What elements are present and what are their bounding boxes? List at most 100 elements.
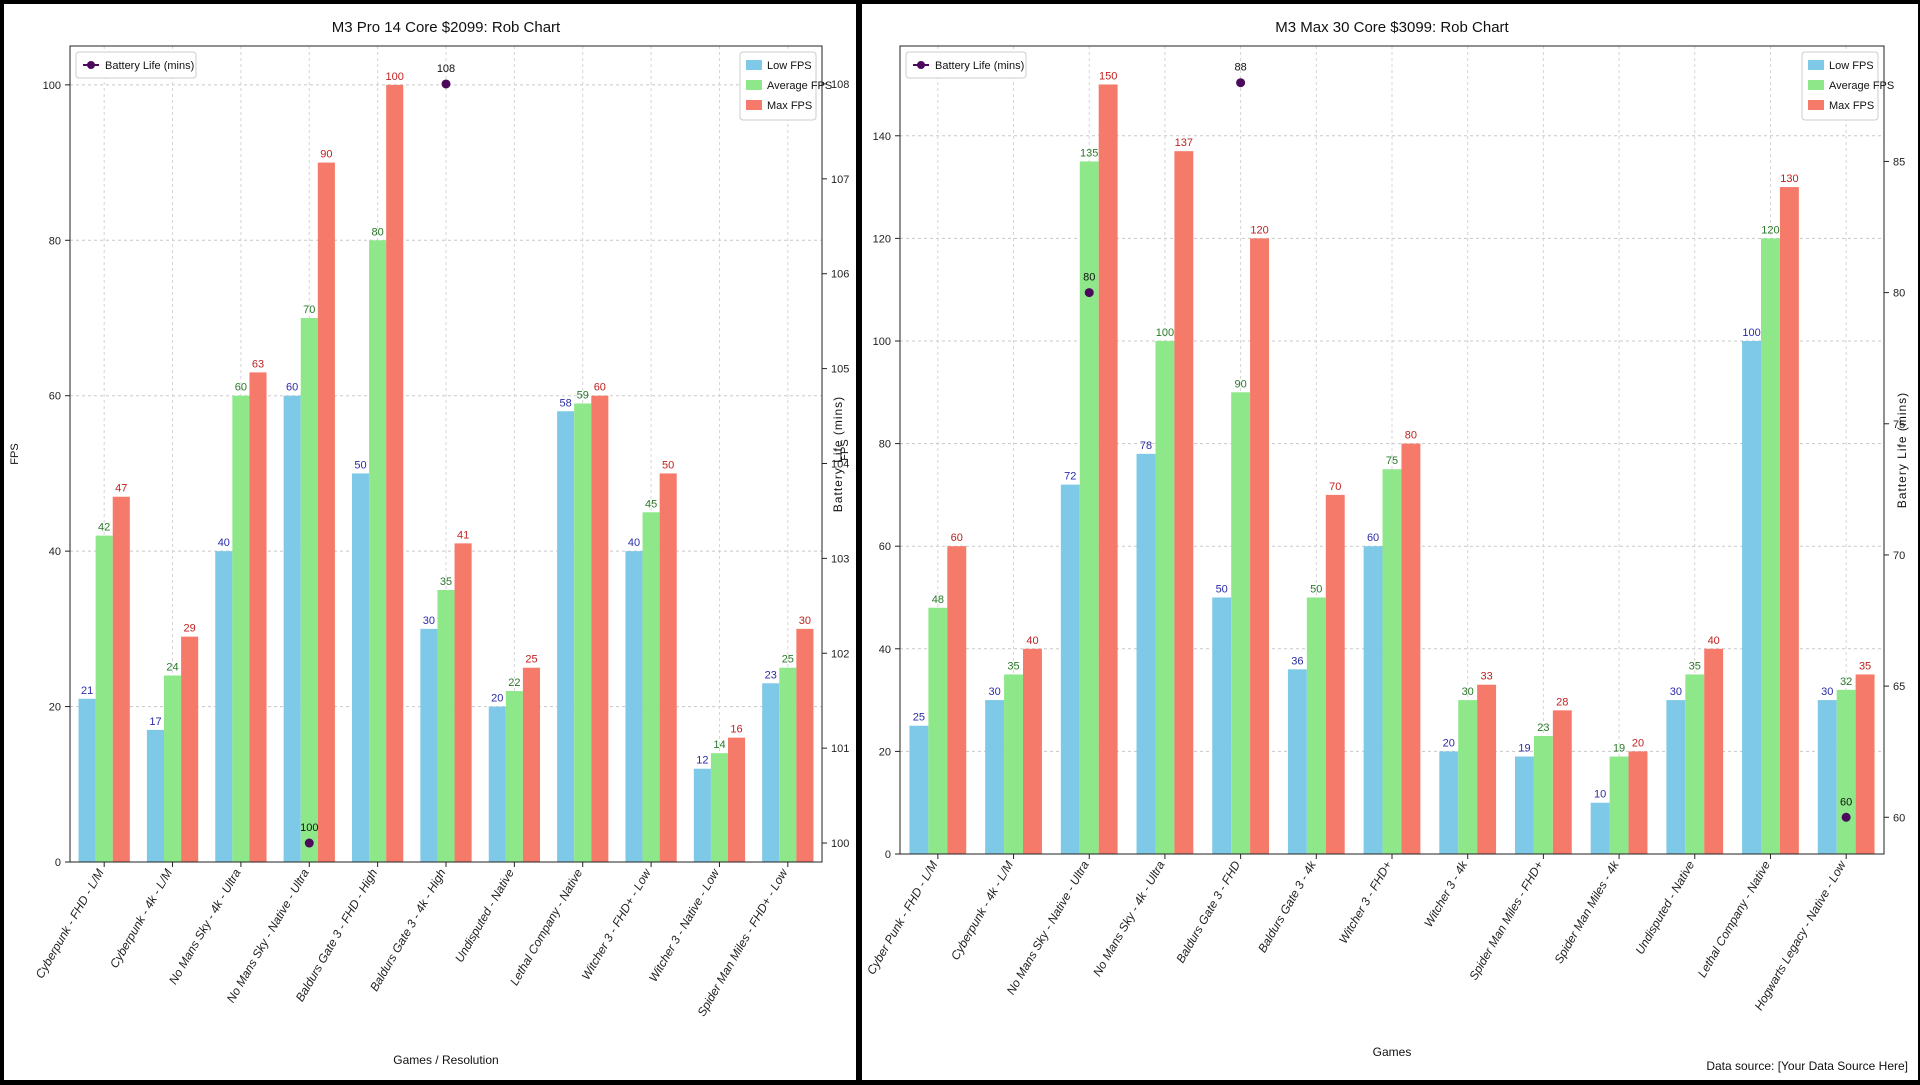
avg-fps-bar xyxy=(1685,674,1705,854)
max-fps-value-label: 28 xyxy=(1556,696,1568,708)
y-tick-label: 0 xyxy=(885,849,891,861)
y2-tick-label: 80 xyxy=(1893,288,1905,300)
legend-fps: Low FPS Average FPS Max FPS xyxy=(1801,51,1894,121)
avg-fps-bar xyxy=(300,318,318,862)
y-tick-label: 100 xyxy=(873,336,891,348)
low-fps-value-label: 60 xyxy=(1367,532,1379,544)
low-fps-value-label: 17 xyxy=(149,716,161,728)
max-fps-value-label: 41 xyxy=(457,529,469,541)
avg-fps-bar xyxy=(779,667,797,862)
max-fps-bar xyxy=(1401,443,1421,854)
low-fps-value-label: 50 xyxy=(354,459,366,471)
y-tick-label: 60 xyxy=(879,541,891,553)
avg-fps-value-label: 70 xyxy=(303,304,315,316)
max-fps-value-label: 50 xyxy=(662,459,674,471)
low-fps-value-label: 58 xyxy=(560,397,572,409)
battery-value-label: 80 xyxy=(1083,272,1095,284)
avg-fps-value-label: 22 xyxy=(508,677,520,689)
avg-fps-legend-label: Average FPS xyxy=(1829,80,1894,92)
low-fps-value-label: 30 xyxy=(988,686,1000,698)
avg-fps-value-label: 24 xyxy=(166,661,178,673)
max-fps-value-label: 60 xyxy=(951,532,963,544)
avg-fps-value-label: 90 xyxy=(1234,378,1246,390)
avg-fps-value-label: 19 xyxy=(1613,743,1625,755)
max-fps-value-label: 70 xyxy=(1329,481,1341,493)
avg-fps-bar xyxy=(1004,674,1023,854)
legend-box xyxy=(905,51,1027,79)
y2-tick-label: 105 xyxy=(831,364,849,376)
low-fps-value-label: 30 xyxy=(1670,686,1682,698)
max-fps-value-label: 16 xyxy=(730,724,742,736)
legend-fps: Low FPS Average FPS Max FPS xyxy=(739,51,832,121)
max-fps-bar xyxy=(728,737,746,862)
avg-fps-bar xyxy=(928,607,948,854)
battery-point xyxy=(1236,78,1246,88)
low-fps-bar xyxy=(1212,597,1232,854)
avg-fps-bar xyxy=(1079,161,1099,854)
legend-battery-marker xyxy=(87,61,95,69)
legend-battery-label: Battery Life (mins) xyxy=(105,60,194,72)
max-fps-bar xyxy=(1552,710,1572,854)
low-fps-bar xyxy=(1590,802,1610,854)
max-fps-legend-label: Max FPS xyxy=(1829,100,1874,112)
max-fps-value-label: 90 xyxy=(320,149,332,161)
low-fps-bar xyxy=(352,473,370,862)
low-fps-value-label: 23 xyxy=(765,669,777,681)
y2-tick-label: 101 xyxy=(831,743,849,755)
y-tick-label: 60 xyxy=(49,391,61,403)
low-fps-bar xyxy=(557,411,575,862)
low-fps-bar xyxy=(283,395,301,862)
low-fps-value-label: 21 xyxy=(81,685,93,697)
low-fps-bar xyxy=(488,706,506,862)
chart-panel-1: M3 Pro 14 Core $2099: Rob Chart 0 20 40 60 80… xyxy=(4,4,856,1080)
avg-fps-value-label: 135 xyxy=(1080,147,1098,159)
max-fps-value-label: 150 xyxy=(1099,70,1117,82)
y2-tick-label: 108 xyxy=(831,79,849,91)
max-fps-value-label: 20 xyxy=(1632,737,1644,749)
max-fps-value-label: 100 xyxy=(386,71,404,83)
low-fps-value-label: 25 xyxy=(913,712,925,724)
y2-tick-label: 70 xyxy=(1893,550,1905,562)
max-fps-value-label: 137 xyxy=(1175,137,1193,149)
y-axis-label: FPS xyxy=(9,443,21,464)
low-fps-value-label: 30 xyxy=(423,615,435,627)
avg-fps-legend-swatch xyxy=(1808,80,1824,90)
y-tick-label: 40 xyxy=(879,644,891,656)
low-fps-value-label: 72 xyxy=(1064,471,1076,483)
avg-fps-bar xyxy=(1155,340,1175,854)
x-axis-label: Games / Resolution xyxy=(393,1053,498,1067)
max-fps-value-label: 47 xyxy=(115,483,127,495)
battery-point xyxy=(441,79,451,89)
y-tick-label: 120 xyxy=(873,233,891,245)
avg-fps-legend-label: Average FPS xyxy=(767,80,832,92)
low-fps-value-label: 30 xyxy=(1821,686,1833,698)
y2-tick-label: 65 xyxy=(1893,681,1905,693)
battery-point xyxy=(1084,288,1094,298)
avg-fps-bar xyxy=(437,590,455,862)
avg-fps-value-label: 14 xyxy=(713,739,725,751)
y2-axis-label: Battery Life (mins) xyxy=(831,396,845,512)
low-fps-bar xyxy=(1363,546,1383,854)
max-fps-bar xyxy=(112,496,130,862)
avg-fps-value-label: 35 xyxy=(1689,660,1701,672)
low-fps-value-label: 50 xyxy=(1216,583,1228,595)
low-fps-bar xyxy=(1136,453,1156,854)
avg-fps-value-label: 120 xyxy=(1761,224,1779,236)
max-fps-value-label: 40 xyxy=(1026,635,1038,647)
low-fps-legend-label: Low FPS xyxy=(1829,60,1874,72)
battery-value-label: 108 xyxy=(437,63,455,75)
y-tick-label: 0 xyxy=(55,857,61,869)
y-tick-label: 40 xyxy=(49,546,61,558)
low-fps-bar xyxy=(1439,751,1459,854)
avg-fps-bar xyxy=(164,675,182,862)
low-fps-bar xyxy=(1287,669,1307,854)
low-fps-bar xyxy=(215,551,233,862)
max-fps-value-label: 33 xyxy=(1480,671,1492,683)
low-fps-value-label: 19 xyxy=(1518,743,1530,755)
avg-fps-value-label: 45 xyxy=(645,498,657,510)
avg-fps-legend-swatch xyxy=(746,80,762,90)
y-tick-label: 80 xyxy=(49,235,61,247)
low-fps-value-label: 20 xyxy=(491,693,503,705)
chart-title: M3 Pro 14 Core $2099: Rob Chart xyxy=(332,19,561,36)
avg-fps-value-label: 35 xyxy=(1007,660,1019,672)
